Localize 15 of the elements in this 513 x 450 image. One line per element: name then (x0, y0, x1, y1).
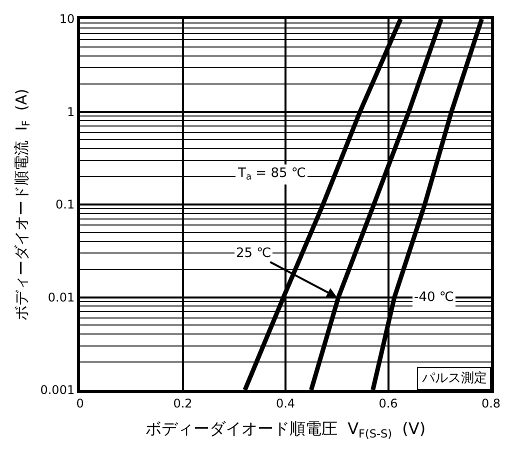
y-tick-label: 1 (66, 104, 75, 119)
y-tick-label: 0.001 (40, 383, 75, 398)
x-tick-label: 0.4 (276, 396, 296, 410)
y-tick-label: 0.1 (56, 198, 75, 212)
x-axis-title: ボディーダイオード順電圧 V$_{F(S-S)}$ (V) (145, 419, 426, 440)
x-tick-label: 0.2 (173, 396, 192, 410)
x-tick-label: 0.6 (378, 396, 398, 410)
annotation: 25 ℃ (236, 246, 272, 261)
annotation: T$_{a}$ = 85 ℃ (237, 166, 306, 183)
annotation: パルス測定 (421, 371, 487, 386)
x-tick-label: 0 (76, 396, 84, 410)
x-tick-label: 0.8 (481, 396, 501, 410)
annotation: -40 ℃ (414, 290, 454, 305)
y-tick-label: 0.01 (48, 290, 75, 304)
y-tick-label: 10 (59, 12, 75, 26)
